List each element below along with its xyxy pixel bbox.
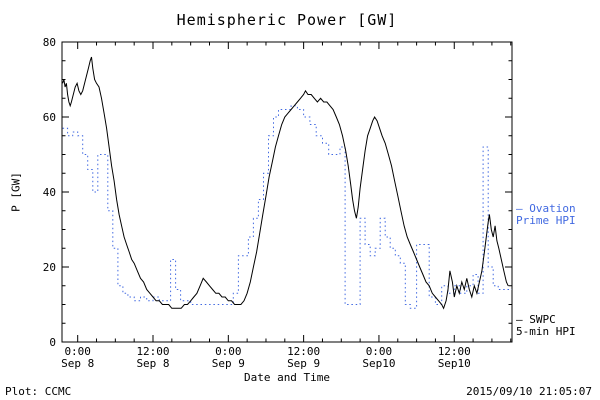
series-swpc-5-min-hpi <box>62 56 509 310</box>
x-tick-label-date: Sep 9 <box>287 357 320 370</box>
legend-ovation-label-line1: Ovation <box>529 202 576 215</box>
x-tick-label-time: 12:00 <box>287 345 320 358</box>
legend-swpc-label-line1: SWPC <box>529 313 556 326</box>
x-tick-label-date: Sep10 <box>362 357 395 370</box>
x-tick-label-time: 12:00 <box>136 345 169 358</box>
y-tick-label: 40 <box>43 186 56 199</box>
x-tick-label-time: 0:00 <box>366 345 393 358</box>
plot-timestamp: 2015/09/10 21:05:07 <box>466 385 592 398</box>
legend-ovation: – Ovation Prime HPI <box>516 203 600 227</box>
swpc-line-sample-icon: – <box>516 313 523 326</box>
legend-ovation-label-line2: Prime HPI <box>516 214 576 227</box>
x-tick-label-time: 0:00 <box>64 345 91 358</box>
x-tick-label-date: Sep10 <box>438 357 471 370</box>
x-tick-label-time: 12:00 <box>438 345 471 358</box>
y-tick-label: 0 <box>49 336 56 349</box>
x-axis-label: Date and Time <box>243 371 331 384</box>
x-tick-label-date: Sep 9 <box>212 357 245 370</box>
series-ovation-prime-hpi <box>62 105 512 309</box>
x-tick-label-date: Sep 8 <box>136 357 169 370</box>
x-tick-label-time: 0:00 <box>215 345 242 358</box>
plot-source-label: Plot: CCMC <box>5 385 72 398</box>
x-tick-label-date: Sep 8 <box>61 357 94 370</box>
legend-swpc-label-line2: 5-min HPI <box>516 325 576 338</box>
plot-frame <box>61 41 513 343</box>
y-tick-label: 60 <box>43 111 56 124</box>
ovation-line-sample-icon: – <box>516 202 523 215</box>
y-axis-label: P [GW] <box>9 172 23 212</box>
chart-title: Hemispheric Power [GW] <box>176 11 398 29</box>
y-tick-label: 20 <box>43 261 56 274</box>
legend-swpc: – SWPC 5-min HPI <box>516 314 600 338</box>
y-tick-label: 80 <box>43 36 56 49</box>
